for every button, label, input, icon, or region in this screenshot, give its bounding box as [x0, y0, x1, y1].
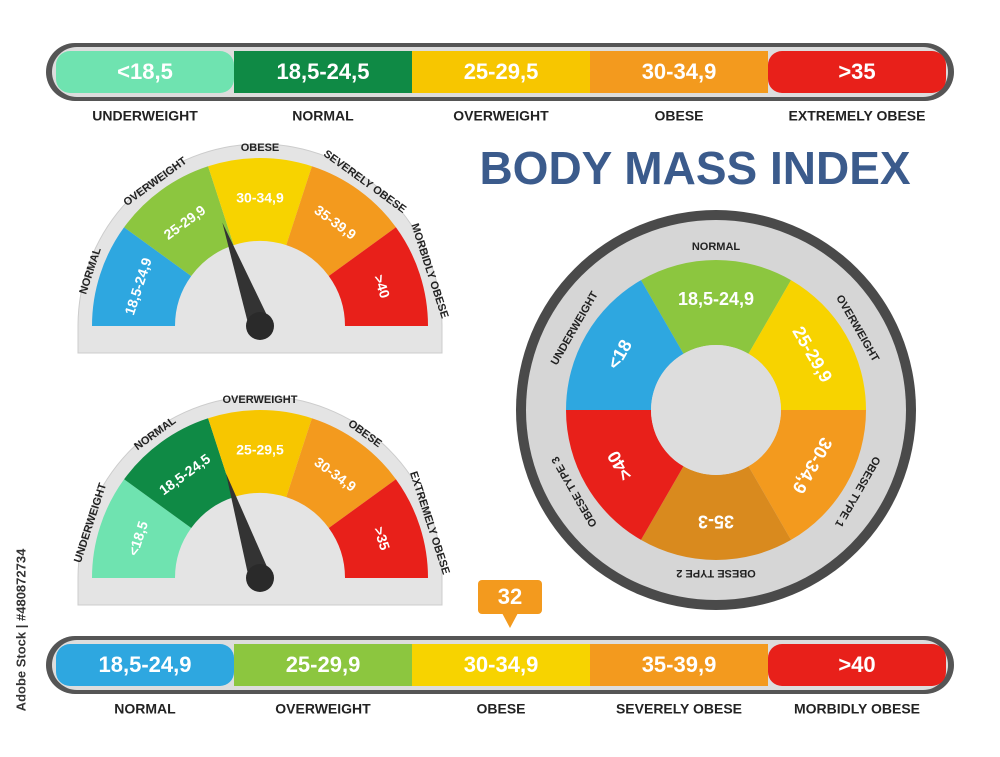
dial-segment — [748, 410, 866, 540]
segment-label: OBESE TYPE 2 — [676, 567, 755, 579]
marker-box — [478, 580, 542, 614]
gauge-segment — [328, 479, 428, 578]
segment-label: SEVERELY OBESE — [616, 701, 742, 717]
gauge-segment — [92, 479, 192, 578]
bar-segment — [412, 51, 590, 93]
gauge-segment — [124, 418, 234, 529]
bar-segment — [56, 51, 234, 93]
marker-value: 32 — [498, 584, 522, 609]
side-text: Adobe Stock | #480872734 — [13, 548, 28, 711]
segment-range: >40 — [371, 273, 394, 301]
segment-range: 35-39,9 — [642, 652, 717, 677]
bar-segment — [56, 644, 234, 686]
gauge-segment — [208, 157, 312, 246]
gauge-segment — [328, 227, 428, 326]
segment-range: >40 — [838, 652, 875, 677]
needle — [226, 473, 271, 582]
segment-range: 18,5-24,9 — [678, 289, 754, 309]
dial-segment — [641, 466, 791, 560]
segment-range: <18,5 — [117, 59, 173, 84]
marker-pointer — [502, 613, 518, 628]
segment-range: 25-29,5 — [464, 59, 539, 84]
segment-range: 30-34,9 — [642, 59, 717, 84]
segment-range: >35 — [838, 59, 875, 84]
gauge-segment — [286, 166, 396, 277]
segment-label: UNDERWEIGHT — [92, 108, 198, 124]
title: BODY MASS INDEX — [479, 142, 910, 194]
needle-hub — [246, 312, 274, 340]
gauge-segment — [124, 166, 234, 277]
segment-label: MORBIDLY OBESE — [794, 701, 920, 717]
bar-segment — [412, 644, 590, 686]
segment-range: 30-34,9 — [236, 190, 284, 206]
segment-label: OBESE — [476, 701, 525, 717]
segment-label: OBESE — [654, 108, 703, 124]
segment-label: OBESE — [241, 142, 280, 154]
segment-range: >35 — [371, 525, 394, 553]
bar-segment — [590, 644, 768, 686]
gauge-segment — [92, 227, 192, 326]
segment-range: 25-29,9 — [286, 652, 361, 677]
segment-range: 18,5-24,5 — [277, 59, 370, 84]
segment-label: OVERWEIGHT — [453, 108, 549, 124]
dial-segment — [566, 280, 684, 410]
bar-segment — [768, 51, 946, 93]
segment-range: 25-29,5 — [236, 442, 284, 458]
bar-segment — [234, 51, 412, 93]
segment-label: OVERWEIGHT — [275, 701, 371, 717]
bar-segment — [590, 51, 768, 93]
segment-range: 35-3 — [698, 511, 734, 531]
gauge-segment — [286, 418, 396, 529]
segment-range: 30-34,9 — [464, 652, 539, 677]
segment-range: 18,5-24,9 — [99, 652, 192, 677]
needle — [222, 222, 271, 330]
bar-segment — [234, 644, 412, 686]
bar-segment — [768, 644, 946, 686]
dial-segment — [566, 410, 684, 540]
dial-segment — [748, 280, 866, 410]
segment-label: NORMAL — [114, 701, 176, 717]
dial-segment — [641, 260, 791, 354]
dial-center — [651, 345, 781, 475]
segment-label: NORMAL — [292, 108, 354, 124]
segment-label: NORMAL — [692, 241, 741, 253]
needle-hub — [246, 564, 274, 592]
gauge-segment — [208, 409, 312, 498]
segment-label: EXTREMELY OBESE — [789, 108, 926, 124]
segment-label: OVERWEIGHT — [223, 394, 298, 406]
